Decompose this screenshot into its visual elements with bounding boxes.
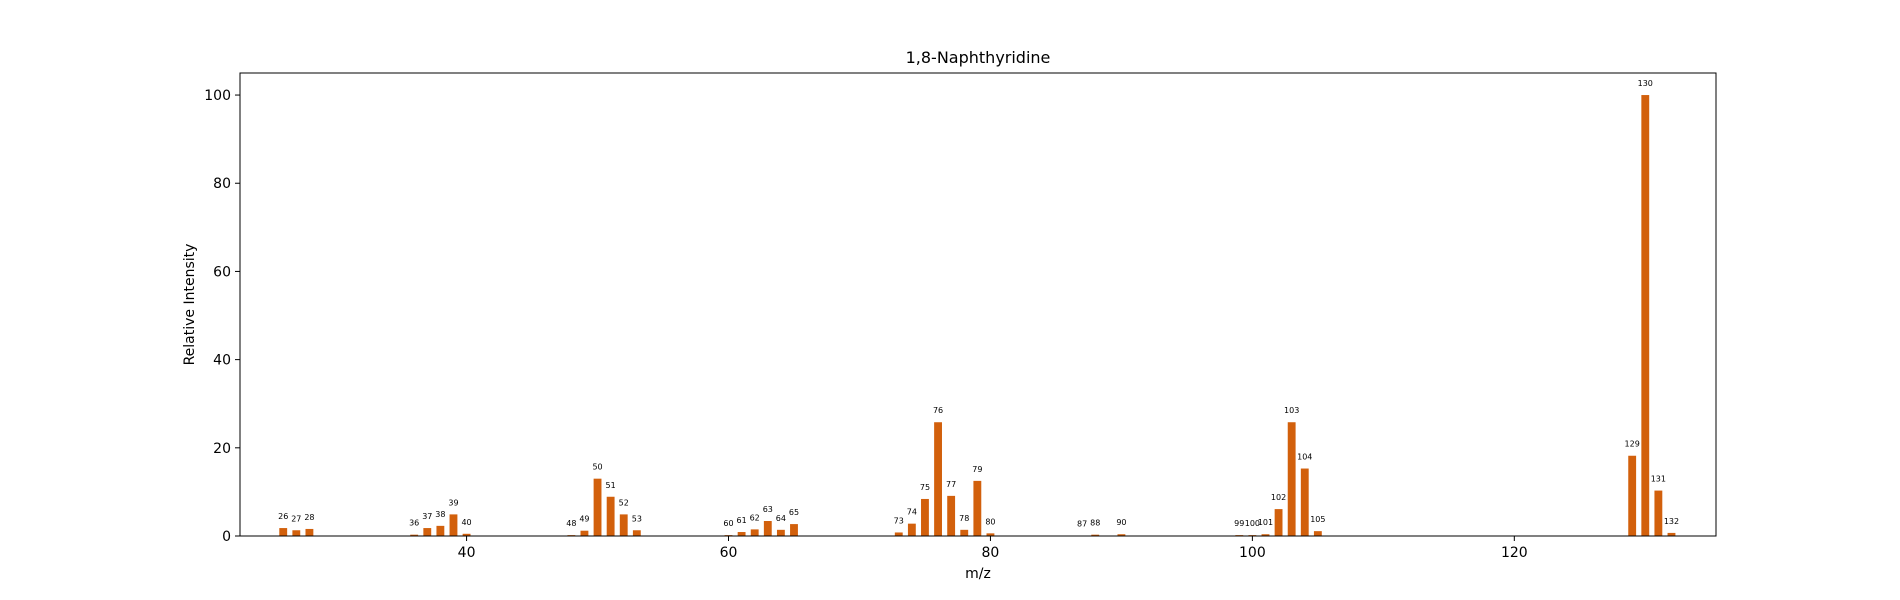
bar-mz-61 bbox=[737, 532, 746, 536]
bar-label-77: 77 bbox=[946, 480, 956, 489]
bar-label-63: 63 bbox=[763, 505, 773, 514]
x-axis-ticks: 40 60 80 100 120 bbox=[458, 536, 1528, 561]
bar-mz-50 bbox=[593, 478, 602, 536]
bar-label-101: 101 bbox=[1258, 518, 1273, 527]
bar-mz-74 bbox=[907, 523, 916, 536]
bar-mz-105 bbox=[1313, 531, 1322, 536]
bar-mz-39 bbox=[449, 514, 458, 536]
bar-label-27: 27 bbox=[291, 514, 301, 523]
bar-label-87: 87 bbox=[1077, 520, 1087, 529]
bar-label-39: 39 bbox=[448, 498, 458, 507]
bar-mz-26 bbox=[279, 528, 288, 536]
bar-label-131: 131 bbox=[1651, 475, 1666, 484]
bar-mz-36 bbox=[410, 534, 419, 536]
bar-label-104: 104 bbox=[1297, 453, 1312, 462]
bar-label-60: 60 bbox=[723, 519, 733, 528]
bar-label-73: 73 bbox=[894, 516, 904, 525]
x-tick-label: 120 bbox=[1501, 545, 1528, 561]
bar-mz-73 bbox=[894, 532, 903, 536]
bar-mz-38 bbox=[436, 525, 445, 536]
bar-mz-78 bbox=[960, 529, 969, 536]
bar-label-28: 28 bbox=[304, 513, 314, 522]
bar-mz-62 bbox=[750, 529, 759, 536]
bar-mz-129 bbox=[1628, 455, 1637, 536]
x-tick-label: 60 bbox=[720, 545, 738, 561]
y-tick-label: 60 bbox=[213, 264, 231, 280]
bar-label-26: 26 bbox=[278, 512, 288, 521]
bar-label-90: 90 bbox=[1116, 518, 1126, 527]
bar-label-103: 103 bbox=[1284, 406, 1299, 415]
bar-mz-104 bbox=[1300, 468, 1309, 536]
bar-label-62: 62 bbox=[750, 513, 760, 522]
bar-label-64: 64 bbox=[776, 514, 786, 523]
bar-mz-79 bbox=[973, 480, 982, 536]
bar-label-50: 50 bbox=[592, 463, 602, 472]
bar-label-61: 61 bbox=[737, 516, 747, 525]
bars-layer bbox=[279, 95, 1676, 537]
bar-label-38: 38 bbox=[435, 510, 445, 519]
bar-label-76: 76 bbox=[933, 406, 943, 415]
bar-mz-101 bbox=[1261, 534, 1270, 536]
bar-label-48: 48 bbox=[566, 519, 576, 528]
x-tick-label: 40 bbox=[458, 545, 476, 561]
bar-mz-51 bbox=[606, 496, 615, 536]
bar-label-130: 130 bbox=[1638, 79, 1653, 88]
bar-mz-77 bbox=[947, 495, 956, 536]
bar-label-36: 36 bbox=[409, 519, 419, 528]
bar-mz-65 bbox=[790, 524, 798, 536]
bar-mz-49 bbox=[580, 530, 589, 536]
bar-mz-131 bbox=[1654, 490, 1663, 536]
bar-label-37: 37 bbox=[422, 512, 432, 521]
bar-mz-90 bbox=[1117, 534, 1126, 536]
y-axis-label: Relative Intensity bbox=[182, 244, 198, 366]
bar-label-132: 132 bbox=[1664, 517, 1679, 526]
bar-label-65: 65 bbox=[789, 508, 799, 517]
bar-mz-80 bbox=[986, 533, 995, 536]
y-tick-label: 0 bbox=[222, 529, 231, 545]
bar-mz-40 bbox=[462, 533, 471, 536]
x-axis-label: m/z bbox=[965, 566, 991, 582]
bar-label-129: 129 bbox=[1625, 440, 1640, 449]
bar-label-51: 51 bbox=[606, 481, 616, 490]
bar-mz-52 bbox=[619, 514, 628, 536]
x-tick-label: 100 bbox=[1239, 545, 1266, 561]
bar-label-52: 52 bbox=[619, 498, 629, 507]
bar-mz-76 bbox=[934, 422, 942, 536]
bar-label-53: 53 bbox=[632, 514, 642, 523]
x-tick-label: 80 bbox=[982, 545, 1000, 561]
bar-label-74: 74 bbox=[907, 508, 917, 517]
bar-mz-63 bbox=[763, 521, 772, 536]
bar-mz-132 bbox=[1667, 532, 1676, 536]
bar-label-88: 88 bbox=[1090, 519, 1100, 528]
bar-mz-27 bbox=[292, 530, 301, 536]
y-axis-ticks: 0 20 40 60 80 100 bbox=[204, 88, 240, 545]
bar-mz-37 bbox=[423, 528, 432, 536]
bar-mz-88 bbox=[1091, 534, 1100, 536]
bar-label-75: 75 bbox=[920, 483, 930, 492]
bar-label-78: 78 bbox=[959, 514, 969, 523]
bar-mz-102 bbox=[1274, 509, 1283, 536]
bar-mz-103 bbox=[1287, 422, 1296, 536]
bar-mz-28 bbox=[305, 528, 314, 536]
chart-title: 1,8-Naphthyridine bbox=[906, 48, 1051, 67]
bar-label-80: 80 bbox=[985, 517, 995, 526]
y-tick-label: 20 bbox=[213, 441, 231, 457]
bar-label-99: 99 bbox=[1234, 519, 1244, 528]
bar-label-40: 40 bbox=[461, 518, 471, 527]
bar-mz-64 bbox=[776, 529, 785, 536]
y-tick-label: 80 bbox=[213, 176, 231, 192]
bar-label-79: 79 bbox=[972, 465, 982, 474]
bar-label-102: 102 bbox=[1271, 493, 1286, 502]
y-tick-label: 100 bbox=[204, 88, 231, 104]
plot-frame bbox=[239, 72, 1717, 537]
bar-label-100: 100 bbox=[1245, 519, 1260, 528]
bar-mz-130 bbox=[1641, 95, 1650, 537]
bar-mz-53 bbox=[632, 530, 641, 536]
bar-label-105: 105 bbox=[1310, 515, 1325, 524]
y-tick-label: 40 bbox=[213, 353, 231, 369]
bar-mz-75 bbox=[921, 498, 929, 536]
bar-label-49: 49 bbox=[579, 515, 589, 524]
